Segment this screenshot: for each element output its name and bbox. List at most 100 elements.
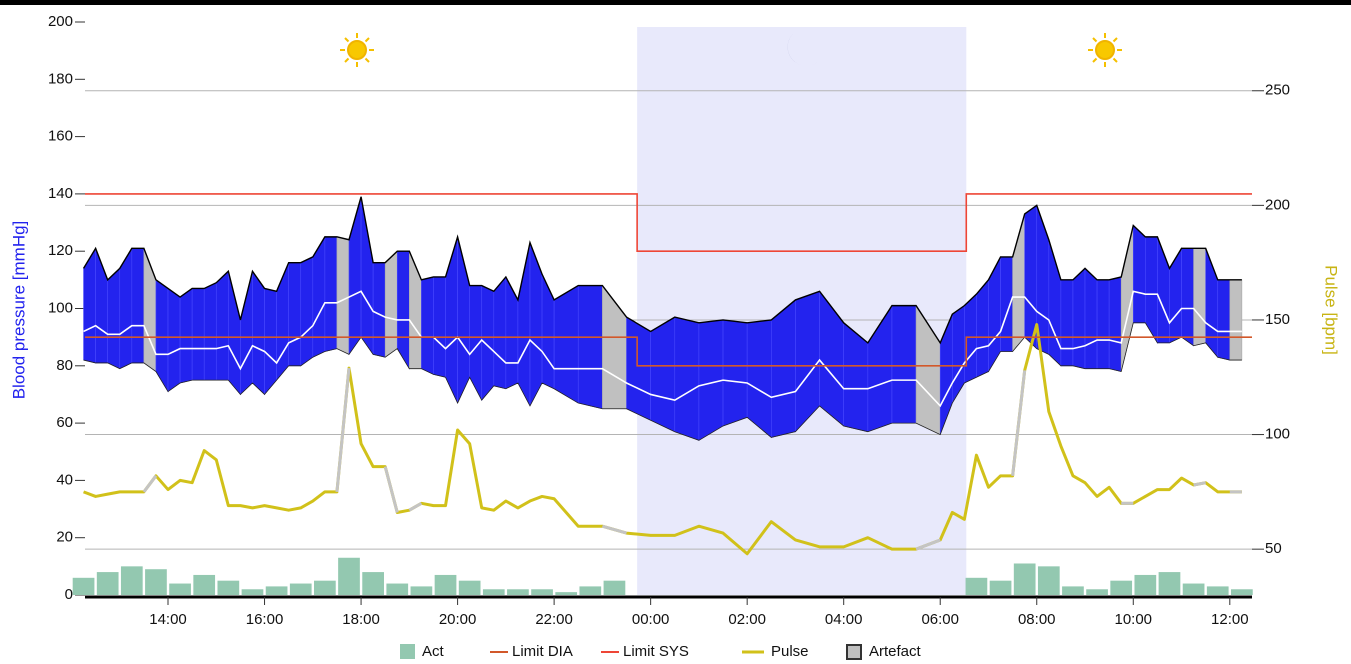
x-tick-label: 22:00 [535, 611, 573, 628]
activity-bar [1086, 589, 1108, 595]
y2-axis-title: Pulse [bpm] [1322, 265, 1341, 355]
activity-bar [482, 589, 505, 595]
activity-bar [96, 572, 119, 595]
bp-band-segment [1193, 248, 1206, 347]
dia-line [83, 322, 1242, 441]
legend-label: Pulse [771, 643, 809, 660]
activity-bar [1182, 583, 1205, 595]
activity-bar [1158, 572, 1181, 595]
activity-bar [507, 589, 529, 595]
y-tick-label: 100 [48, 299, 73, 316]
activity-bar [289, 583, 312, 595]
bp-band-segment [626, 316, 651, 421]
activity-bar [338, 557, 360, 595]
bp-band-segment [372, 262, 386, 358]
legend-label: Artefact [869, 643, 922, 660]
bp-band-segment [228, 271, 241, 396]
pulse-artefact-segment [408, 502, 423, 512]
activity-bar [169, 583, 191, 595]
activity-bar [386, 583, 409, 595]
bp-band-segment [746, 319, 772, 439]
bp-band-segment [1145, 236, 1158, 344]
activity-bar [1231, 589, 1253, 595]
activity-bar [434, 574, 457, 595]
y-tick-label: 40 [56, 471, 73, 488]
sys-line [82, 196, 1242, 345]
bp-band-segment [1096, 279, 1110, 369]
pulse-line [83, 323, 1242, 556]
sun-icon [1088, 33, 1122, 67]
activity-bar [555, 592, 578, 595]
bp-band-segment [1072, 267, 1086, 370]
activity-bar [145, 569, 167, 595]
pulse-artefact-segment [1011, 370, 1027, 476]
x-tick-label: 06:00 [921, 611, 959, 628]
activity-bar [1037, 566, 1060, 595]
activity-bar [314, 580, 336, 595]
bp-band-segment [433, 276, 446, 378]
bp-band-segment [1108, 276, 1122, 372]
legend-label: Limit DIA [512, 643, 573, 660]
bp-band-segment [240, 271, 253, 396]
bp-band-segment [541, 273, 555, 390]
activity-bar [603, 580, 626, 595]
y-tick-label: 80 [56, 357, 73, 374]
y2-tick-label: 250 [1265, 82, 1290, 99]
x-tick-label: 00:00 [632, 611, 670, 628]
bp-band-segment [300, 256, 314, 367]
bp-band-segment [107, 267, 121, 370]
bp-band-segment [722, 319, 748, 427]
bp-band-segment [553, 285, 579, 404]
bp-band-segment [421, 276, 434, 375]
x-tick-label: 16:00 [246, 611, 284, 628]
x-tick-label: 10:00 [1114, 611, 1152, 628]
bp-band-segment [481, 285, 495, 402]
bp-band-segment [384, 250, 398, 358]
y-tick-label: 20 [56, 529, 73, 546]
bp-band-segment [650, 316, 676, 433]
pulse-artefact-segment [1193, 481, 1206, 487]
bp-band-segment [1084, 267, 1098, 369]
x-tick-label: 20:00 [439, 611, 477, 628]
bp-band-segment [1181, 248, 1194, 347]
bp-band-segment [143, 248, 157, 373]
bp-band-segment [288, 262, 302, 367]
day-night-icons [340, 32, 1122, 67]
y-tick-label: 200 [48, 13, 73, 30]
bp-band-segment [698, 319, 724, 441]
bp-band-segment [1169, 247, 1182, 344]
bp-band-segment [445, 236, 458, 404]
bp-band-segment [1132, 224, 1146, 324]
limit-line [85, 336, 1252, 367]
y2-tick-label: 150 [1265, 311, 1290, 328]
bp-band-segment [131, 248, 145, 364]
activity-bar [241, 589, 264, 595]
activity-bar [579, 586, 602, 595]
activity-bar [193, 574, 216, 595]
sun-icon [340, 33, 374, 67]
activity-bar [72, 577, 95, 595]
bp-band-segment [771, 299, 796, 438]
bp-band-segment [167, 287, 181, 393]
activity-bar [120, 566, 143, 595]
y2-tick-label: 50 [1265, 540, 1282, 557]
y-axis-title: Blood pressure [mmHg] [9, 221, 28, 400]
activity-bar [1062, 586, 1084, 595]
bp-band-segment [1060, 279, 1074, 367]
activity-bar [217, 580, 240, 595]
activity-bar [1134, 574, 1157, 595]
bp-band-segment [976, 279, 989, 378]
y-tick-label: 120 [48, 242, 73, 259]
activity-bar [1013, 563, 1036, 595]
bp-band-segment [602, 284, 627, 410]
y-tick-label: 140 [48, 185, 73, 202]
pulse-artefact-segment [383, 466, 399, 513]
y2-tick-label: 100 [1265, 426, 1290, 443]
bp-band-segment [529, 242, 543, 407]
top-bar [0, 0, 1351, 5]
legend-label: Limit SYS [623, 643, 689, 660]
activity-bar [458, 580, 481, 595]
y-tick-label: 160 [48, 128, 73, 145]
